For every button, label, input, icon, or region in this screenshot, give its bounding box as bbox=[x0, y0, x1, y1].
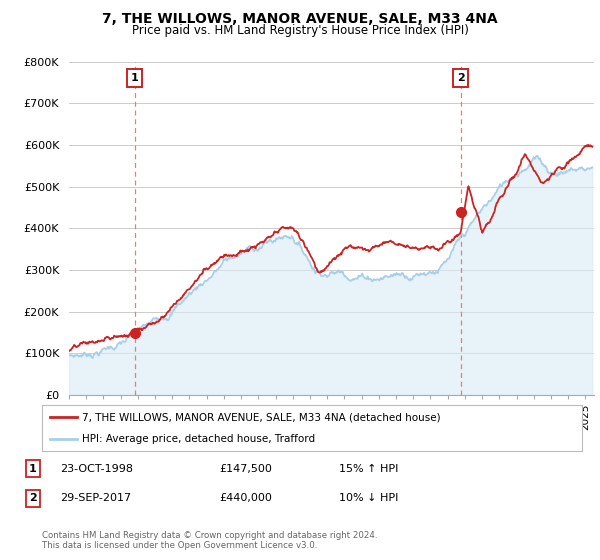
Text: 10% ↓ HPI: 10% ↓ HPI bbox=[339, 493, 398, 503]
Text: 7, THE WILLOWS, MANOR AVENUE, SALE, M33 4NA: 7, THE WILLOWS, MANOR AVENUE, SALE, M33 … bbox=[102, 12, 498, 26]
Text: 2: 2 bbox=[457, 73, 464, 83]
Text: 7, THE WILLOWS, MANOR AVENUE, SALE, M33 4NA (detached house): 7, THE WILLOWS, MANOR AVENUE, SALE, M33 … bbox=[83, 412, 441, 422]
Text: HPI: Average price, detached house, Trafford: HPI: Average price, detached house, Traf… bbox=[83, 435, 316, 444]
Text: £147,500: £147,500 bbox=[219, 464, 272, 474]
Text: £440,000: £440,000 bbox=[219, 493, 272, 503]
Text: 1: 1 bbox=[29, 464, 37, 474]
Text: 29-SEP-2017: 29-SEP-2017 bbox=[60, 493, 131, 503]
Text: 23-OCT-1998: 23-OCT-1998 bbox=[60, 464, 133, 474]
Text: Contains HM Land Registry data © Crown copyright and database right 2024.
This d: Contains HM Land Registry data © Crown c… bbox=[42, 531, 377, 550]
Text: 1: 1 bbox=[131, 73, 139, 83]
Text: 15% ↑ HPI: 15% ↑ HPI bbox=[339, 464, 398, 474]
Text: 2: 2 bbox=[29, 493, 37, 503]
Text: Price paid vs. HM Land Registry's House Price Index (HPI): Price paid vs. HM Land Registry's House … bbox=[131, 24, 469, 36]
